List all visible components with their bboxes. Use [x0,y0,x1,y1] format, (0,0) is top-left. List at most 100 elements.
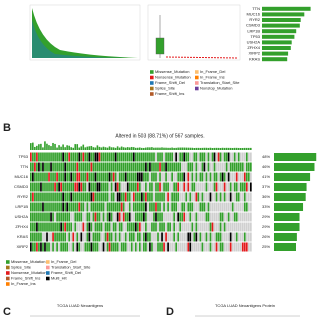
cell [108,152,111,162]
legend-label: Nonstop_Mutation [200,86,232,91]
cell [249,232,252,242]
legend-label: Frame_Shift_Del [51,270,81,275]
cell [197,182,200,192]
cell [32,172,34,182]
cell [36,212,38,222]
cell [132,222,135,232]
legend-swatch [6,265,10,270]
cell [74,172,77,182]
cell [179,152,182,162]
cell [32,162,34,172]
cell [157,212,159,222]
cell [36,192,38,202]
cell [84,212,87,222]
cell [189,232,192,242]
top-bar [98,146,101,150]
cell [169,162,171,172]
cell [149,212,151,222]
percent-label: 46% [262,164,270,169]
cell [136,202,139,212]
cell [215,152,218,162]
cell [58,152,60,162]
cell [134,222,137,232]
cell [108,222,111,232]
cell [52,172,54,182]
cell [86,152,89,162]
cell [84,232,87,242]
cell [233,192,236,202]
top-bar [30,143,32,150]
cell [207,202,210,212]
cell [181,192,184,202]
top-bar [36,145,38,150]
cell [179,222,182,232]
cell [42,182,44,192]
cell [96,242,99,252]
cell [153,222,155,232]
cell [225,162,228,172]
cell [231,222,234,232]
legend-label: Translation_Start_Site [51,265,91,270]
top-bar [74,144,77,150]
cell [195,182,198,192]
cell [175,202,178,212]
cell [175,182,178,192]
gene-label: XIRP2 [16,244,28,249]
cell [62,182,65,192]
cell [86,202,89,212]
cell [171,202,173,212]
legend-label: In_Frame_Ins [200,75,225,80]
cell [183,182,186,192]
cell [90,222,93,232]
top-bar [92,147,95,150]
cell [122,242,125,252]
cell [183,202,186,212]
cell [56,152,58,162]
cell [112,212,115,222]
cell [165,212,167,222]
cell [249,192,252,202]
cell [179,162,182,172]
cell [124,162,127,172]
cell [126,162,129,172]
cell [239,242,242,252]
cell [211,232,214,242]
cell [177,192,180,202]
cell [185,202,188,212]
cell [68,232,71,242]
cell [187,232,190,242]
cell [102,222,105,232]
cell [215,192,218,202]
top-bar [199,147,202,150]
cell [124,192,127,202]
cell [237,162,240,172]
cell [74,212,77,222]
cell [233,212,236,222]
cell [112,202,115,212]
cell [136,212,139,222]
cell [104,202,107,212]
cell [110,222,113,232]
cell [203,192,206,202]
cell [98,182,101,192]
gene-label: MUC16 [246,11,260,16]
cell [44,202,46,212]
cell [243,162,246,172]
top-bar [130,146,133,150]
cell [86,162,89,172]
cell [167,232,169,242]
cell [229,152,232,162]
cell [219,202,222,212]
cell [56,162,58,172]
cell [239,162,242,172]
cell [201,242,204,252]
cell [128,192,131,202]
cell [136,152,139,162]
cell [231,162,234,172]
cell [237,192,240,202]
cell [193,202,196,212]
cell [94,162,97,172]
cell [187,182,190,192]
bar [262,51,289,56]
cell [70,152,73,162]
